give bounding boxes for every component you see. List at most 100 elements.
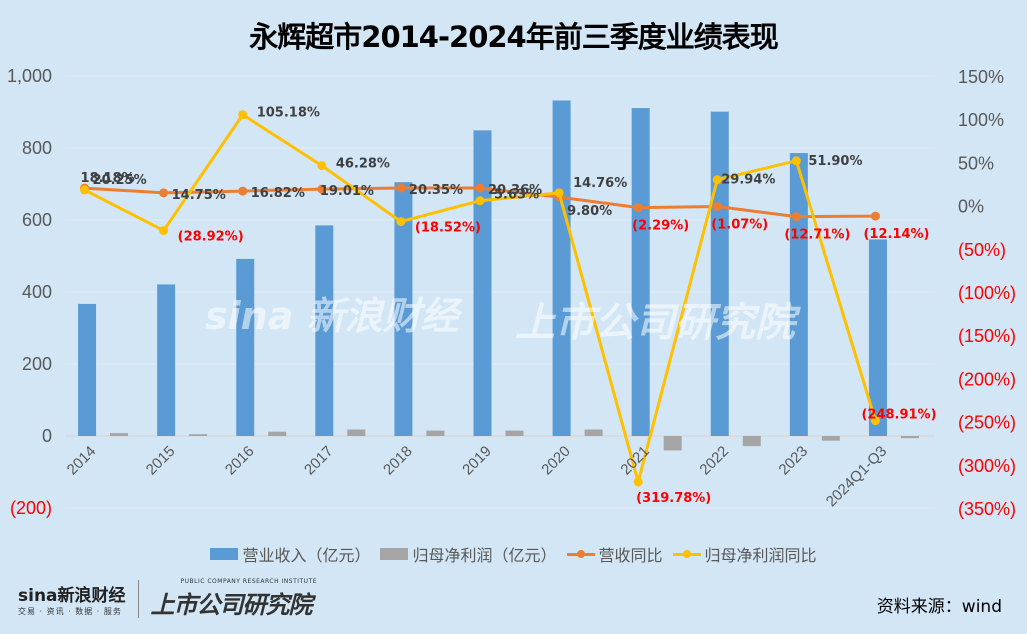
point-profit-yoy (712, 175, 722, 185)
x-axis-label: 2016 (222, 443, 258, 479)
bar-profit (189, 434, 208, 436)
legend-item-revenue[interactable]: 营业收入（亿元） (210, 542, 370, 566)
institute-logo: PUBLIC COMPANY RESEARCH INSTITUTE 上市公司研究… (151, 578, 317, 620)
point-revenue-yoy (475, 183, 485, 193)
right-axis-tick: 50% (958, 153, 994, 173)
right-axis-tick: (100%) (958, 283, 1016, 303)
right-axis-tick: 150% (958, 67, 1004, 87)
bar-profit (347, 429, 366, 436)
left-axis-tick: 0 (42, 426, 52, 446)
point-profit-yoy (554, 188, 564, 198)
bar-revenue (789, 153, 808, 437)
logo-divider (137, 580, 139, 618)
x-axis-label: 2018 (380, 443, 416, 479)
point-profit-yoy (159, 226, 169, 236)
x-axis-label: 2015 (143, 443, 179, 479)
bar-revenue (78, 303, 97, 436)
point-revenue-yoy (633, 203, 643, 213)
point-revenue-yoy (870, 211, 880, 221)
bar-profit (663, 436, 682, 451)
sina-logo-text: sina新浪财经 (18, 586, 126, 606)
bar-revenue (315, 225, 334, 436)
lines (80, 110, 880, 488)
data-label-profit-yoy: (28.92%) (178, 230, 244, 245)
point-profit-yoy (80, 185, 90, 195)
legend-swatch-revenue-yoy (566, 548, 595, 560)
point-revenue-yoy (317, 184, 327, 194)
data-label-profit-yoy: 29.94% (721, 173, 775, 188)
point-profit-yoy (870, 416, 880, 426)
legend-item-profit[interactable]: 归母净利润（亿元） (380, 542, 557, 566)
point-revenue-yoy (791, 212, 801, 222)
data-label-profit-yoy: (319.78%) (636, 491, 711, 506)
right-axis-tick: (300%) (958, 456, 1016, 476)
x-axis-label: 2017 (301, 443, 337, 479)
x-axis-label: 2014 (64, 443, 100, 479)
right-axis-tick: (350%) (958, 499, 1016, 519)
point-revenue-yoy (159, 188, 169, 198)
left-axis-tick: 800 (22, 138, 52, 158)
bar-profit (584, 429, 603, 436)
bar-revenue (473, 130, 492, 437)
point-revenue-yoy (712, 202, 722, 212)
bar-profit (110, 433, 129, 436)
bar-revenue (631, 108, 650, 436)
data-label-profit-yoy: 105.18% (257, 106, 320, 121)
footer-logos: sina新浪财经 交易 · 资讯 · 数据 · 服务 PUBLIC COMPAN… (18, 578, 317, 620)
data-label-revenue-yoy: (12.14%) (863, 227, 929, 242)
bar-revenue (868, 239, 887, 436)
legend-item-revenue-yoy[interactable]: 营收同比 (566, 542, 663, 566)
legend-swatch-profit (380, 548, 409, 560)
right-axis-tick: (200%) (958, 369, 1016, 389)
bar-revenue (236, 258, 255, 436)
legend-label: 营收同比 (598, 546, 663, 565)
point-profit-yoy (396, 217, 406, 227)
bar-revenue (157, 284, 176, 436)
data-label-revenue-yoy: 20.25% (93, 173, 147, 188)
bar-profit (505, 430, 524, 436)
bar-profit (742, 436, 761, 447)
data-label-revenue-yoy: 14.75% (172, 188, 226, 203)
point-profit-yoy (633, 477, 643, 487)
legend: 营业收入（亿元） 归母净利润（亿元） 营收同比 归母净利润同比 (0, 542, 1027, 566)
data-labels: 20.25% 14.75% 16.82% 19.01% 20.35% 20.36% 9.80… (81, 106, 937, 506)
sina-logo-subtext: 交易 · 资讯 · 数据 · 服务 (18, 607, 122, 616)
left-axis-tick: 600 (22, 210, 52, 230)
x-axis-label: 2022 (696, 443, 732, 479)
x-axis-labels: 2014 2015 2016 2017 2018 2019 2020 2021 2022 2023… (64, 443, 891, 510)
bar-profit (900, 436, 919, 439)
data-label-revenue-yoy: 20.36% (488, 183, 542, 198)
data-label-revenue-yoy: (1.07%) (711, 218, 768, 233)
data-label-profit-yoy: 51.90% (808, 154, 862, 169)
right-axis-tick: (250%) (958, 413, 1016, 433)
point-profit-yoy (791, 156, 801, 166)
bar-revenue (552, 100, 571, 436)
data-label-profit-yoy: 46.28% (336, 157, 390, 172)
x-axis-label: 2019 (459, 443, 495, 479)
right-axis-ticks: (350%) (300%) (250%) (200%) (150%) (100%) (50%… (958, 67, 1016, 519)
bar-revenue (394, 182, 413, 436)
point-revenue-yoy (396, 183, 406, 193)
legend-item-profit-yoy[interactable]: 归母净利润同比 (672, 542, 817, 566)
legend-swatch-revenue (210, 548, 239, 560)
data-label-profit-yoy: 5.63% (494, 188, 539, 203)
institute-logo-en: PUBLIC COMPANY RESEARCH INSTITUTE (180, 578, 318, 585)
legend-swatch-profit-yoy (672, 548, 701, 560)
point-profit-yoy (475, 196, 485, 206)
right-axis-tick: 100% (958, 110, 1004, 130)
right-axis-tick: 0% (958, 197, 984, 217)
legend-label: 归母净利润同比 (704, 546, 817, 565)
left-axis-ticks: (200) 0 200 400 600 800 1,000 (7, 66, 52, 518)
legend-label: 归母净利润（亿元） (412, 546, 557, 565)
x-axis-label: 2020 (538, 443, 574, 479)
legend-label: 营业收入（亿元） (242, 546, 371, 565)
data-label-profit-yoy: (18.52%) (415, 221, 481, 236)
data-label-profit-yoy: 14.76% (573, 176, 627, 191)
x-axis-label: 2024Q1-Q3 (823, 443, 890, 510)
chart-title: 永辉超市2014-2024年前三季度业绩表现 (249, 20, 778, 54)
data-label-profit-yoy: (248.91%) (861, 408, 936, 423)
institute-logo-cn: 上市公司研究院 (150, 591, 313, 619)
bars (78, 100, 919, 451)
bar-revenue (710, 111, 729, 436)
